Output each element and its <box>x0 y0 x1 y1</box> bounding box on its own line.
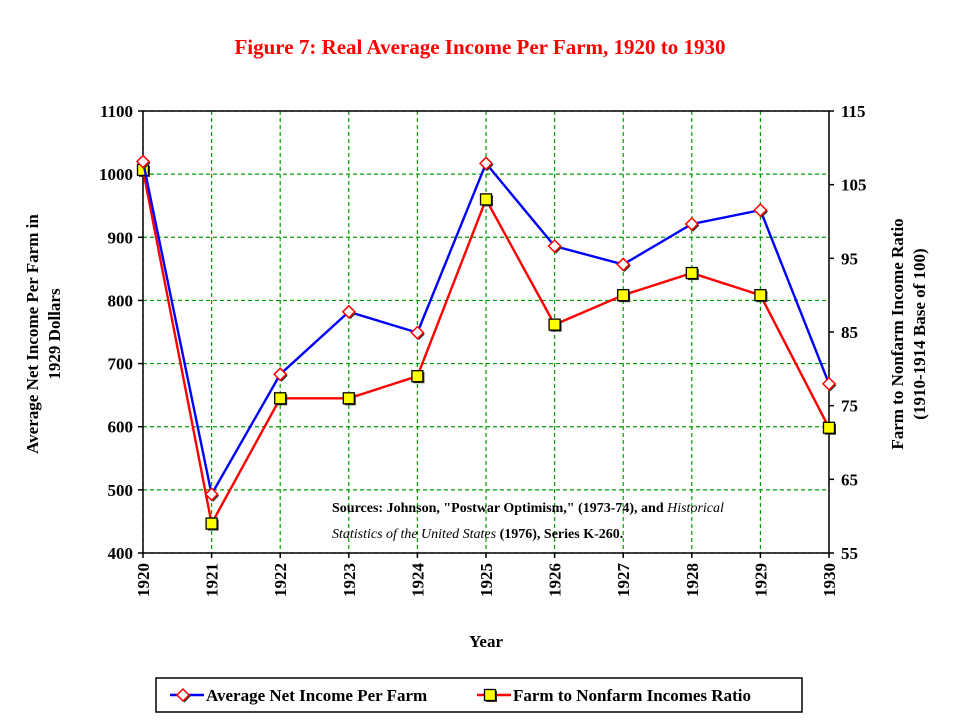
sources-line-2: Statistics of the United States (1976), … <box>332 527 623 542</box>
left-tick-label: 600 <box>108 418 134 437</box>
series-0-point <box>616 257 631 272</box>
x-tick-label: 1927 <box>614 563 633 598</box>
series-1-point <box>754 289 767 302</box>
right-axis-title-line2: (1910-1914 Base of 100) <box>910 248 929 419</box>
legend-item-1: Farm to Nonfarm Incomes Ratio <box>477 686 751 705</box>
x-tick-label: 1925 <box>477 563 496 597</box>
sources-annotation: Sources: Johnson, "Postwar Optimism," (1… <box>332 501 724 542</box>
series-0-point <box>684 216 699 232</box>
series-1-point <box>617 289 630 302</box>
right-axis-title-line1: Farm to Nonfarm Income Ratio <box>888 218 907 449</box>
right-tick-label: 85 <box>841 323 858 342</box>
series-1-point <box>342 392 355 405</box>
legend-label-0: Average Net Income Per Farm <box>206 686 427 705</box>
right-tick-label: 105 <box>841 176 867 195</box>
series-layer <box>135 154 837 531</box>
left-tick-label: 1000 <box>99 165 133 184</box>
series-0-point <box>204 487 219 502</box>
sources-line-2-italic: Statistics of the United States <box>332 527 497 542</box>
x-tick-label: 1928 <box>683 563 702 597</box>
left-tick-label: 700 <box>108 355 134 374</box>
series-1-point <box>274 392 287 405</box>
left-tick-label: 400 <box>108 544 134 563</box>
right-tick-label: 55 <box>841 544 858 563</box>
series-1-point <box>685 266 698 280</box>
left-axis-title-line2: 1929 Dollars <box>45 288 64 380</box>
legend-label-1: Farm to Nonfarm Incomes Ratio <box>513 686 751 705</box>
left-tick-label: 800 <box>108 291 134 310</box>
series-1 <box>136 163 836 531</box>
left-tick-label: 1100 <box>100 102 133 121</box>
series-0-point <box>478 156 494 171</box>
series-0-point <box>135 154 151 169</box>
series-1-point <box>411 370 424 383</box>
x-tick-label: 1922 <box>271 563 290 597</box>
left-tick-label: 500 <box>108 481 134 500</box>
left-axis-title: Average Net Income Per Farm in 1929 Doll… <box>23 214 64 454</box>
right-axis-title: Farm to Nonfarm Income Ratio (1910-1914 … <box>888 218 929 449</box>
right-tick-label: 95 <box>841 249 858 268</box>
series-0-point <box>753 203 768 218</box>
chart-title: Figure 7: Real Average Income Per Farm, … <box>234 35 725 59</box>
right-axis-ticks: 55 65 75 85 95 105 115 <box>829 102 867 563</box>
series-1-point <box>548 318 561 331</box>
x-tick-label: 1926 <box>546 563 565 597</box>
left-tick-label: 900 <box>108 228 134 247</box>
series-0-point <box>273 367 288 382</box>
sources-line-2-bold: (1976), Series K-260. <box>496 527 623 542</box>
legend-items: Average Net Income Per Farm Farm to Nonfa… <box>170 686 751 705</box>
series-0-point <box>547 239 562 254</box>
right-tick-label: 115 <box>841 102 866 121</box>
x-tick-label: 1921 <box>203 563 222 597</box>
left-axis-ticks: 400 500 600 700 800 900 1000 1100 <box>99 102 143 563</box>
legend-item-0: Average Net Income Per Farm <box>170 686 427 705</box>
right-tick-label: 75 <box>841 397 858 416</box>
x-tick-label: 1923 <box>340 563 359 597</box>
sources-line-1-bold: Sources: Johnson, "Postwar Optimism," (1… <box>332 501 667 516</box>
sources-line-1: Sources: Johnson, "Postwar Optimism," (1… <box>332 501 724 516</box>
legend-marker-1 <box>483 688 497 702</box>
series-1-point <box>479 193 493 206</box>
series-0-point <box>410 325 425 340</box>
x-tick-label: 1920 <box>134 563 153 597</box>
left-axis-title-line1: Average Net Income Per Farm in <box>23 214 42 454</box>
x-tick-label: 1929 <box>751 563 770 597</box>
sources-line-1-italic: Historical <box>666 501 724 516</box>
x-tick-label: 1930 <box>820 563 839 597</box>
x-axis-title: Year <box>469 632 503 651</box>
legend: Average Net Income Per Farm Farm to Nonfa… <box>155 677 803 713</box>
series-0-point <box>821 376 837 391</box>
series-0-point <box>341 304 356 319</box>
grid-lines <box>142 110 830 554</box>
series-0 <box>135 154 837 502</box>
x-axis-ticks: 1920 1921 1922 1923 1924 1925 1926 1927 1928 1929… <box>134 553 839 597</box>
series-1-point <box>205 517 218 530</box>
legend-marker-0 <box>175 687 191 703</box>
right-tick-label: 65 <box>841 470 858 489</box>
series-1-point <box>822 421 836 434</box>
x-tick-label: 1924 <box>408 563 427 598</box>
